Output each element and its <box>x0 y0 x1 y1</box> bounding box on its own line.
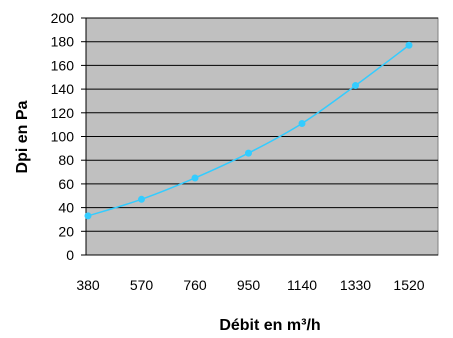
y-tick-label: 60 <box>58 176 74 192</box>
data-point <box>84 212 92 220</box>
data-point <box>245 149 252 157</box>
x-tick-label: 570 <box>130 277 154 293</box>
data-point <box>138 195 145 203</box>
data-point <box>352 82 359 90</box>
data-point <box>298 119 306 127</box>
data-series <box>84 41 413 220</box>
y-tick-label: 180 <box>51 34 75 50</box>
y-tick-label: 100 <box>51 129 75 145</box>
y-axis-title: Dpi en Pa <box>14 100 31 173</box>
y-tick-label: 0 <box>66 247 74 263</box>
x-tick-label: 950 <box>237 277 261 293</box>
y-tick-label: 160 <box>51 57 75 73</box>
x-tick-label: 1330 <box>340 277 371 293</box>
x-axis-title: Débit en m³/h <box>219 317 320 334</box>
y-tick-label: 80 <box>58 152 74 168</box>
y-tick-label: 140 <box>51 81 75 97</box>
x-axis-tick-labels: 380 570 760 950 1140 1330 1520 <box>76 277 424 293</box>
x-tick-label: 760 <box>183 277 207 293</box>
y-tick-label: 120 <box>51 105 75 121</box>
x-tick-label: 380 <box>76 277 100 293</box>
y-tick-label: 40 <box>58 200 74 216</box>
y-tick-label: 20 <box>58 223 74 239</box>
y-axis-tick-labels: 0 20 40 60 80 100 120 140 160 180 200 <box>51 10 75 263</box>
x-tick-label: 1140 <box>287 277 317 293</box>
data-point <box>405 41 413 49</box>
y-tick-label: 200 <box>51 10 75 26</box>
x-tick-label: 1520 <box>393 277 424 293</box>
data-point <box>191 174 199 182</box>
